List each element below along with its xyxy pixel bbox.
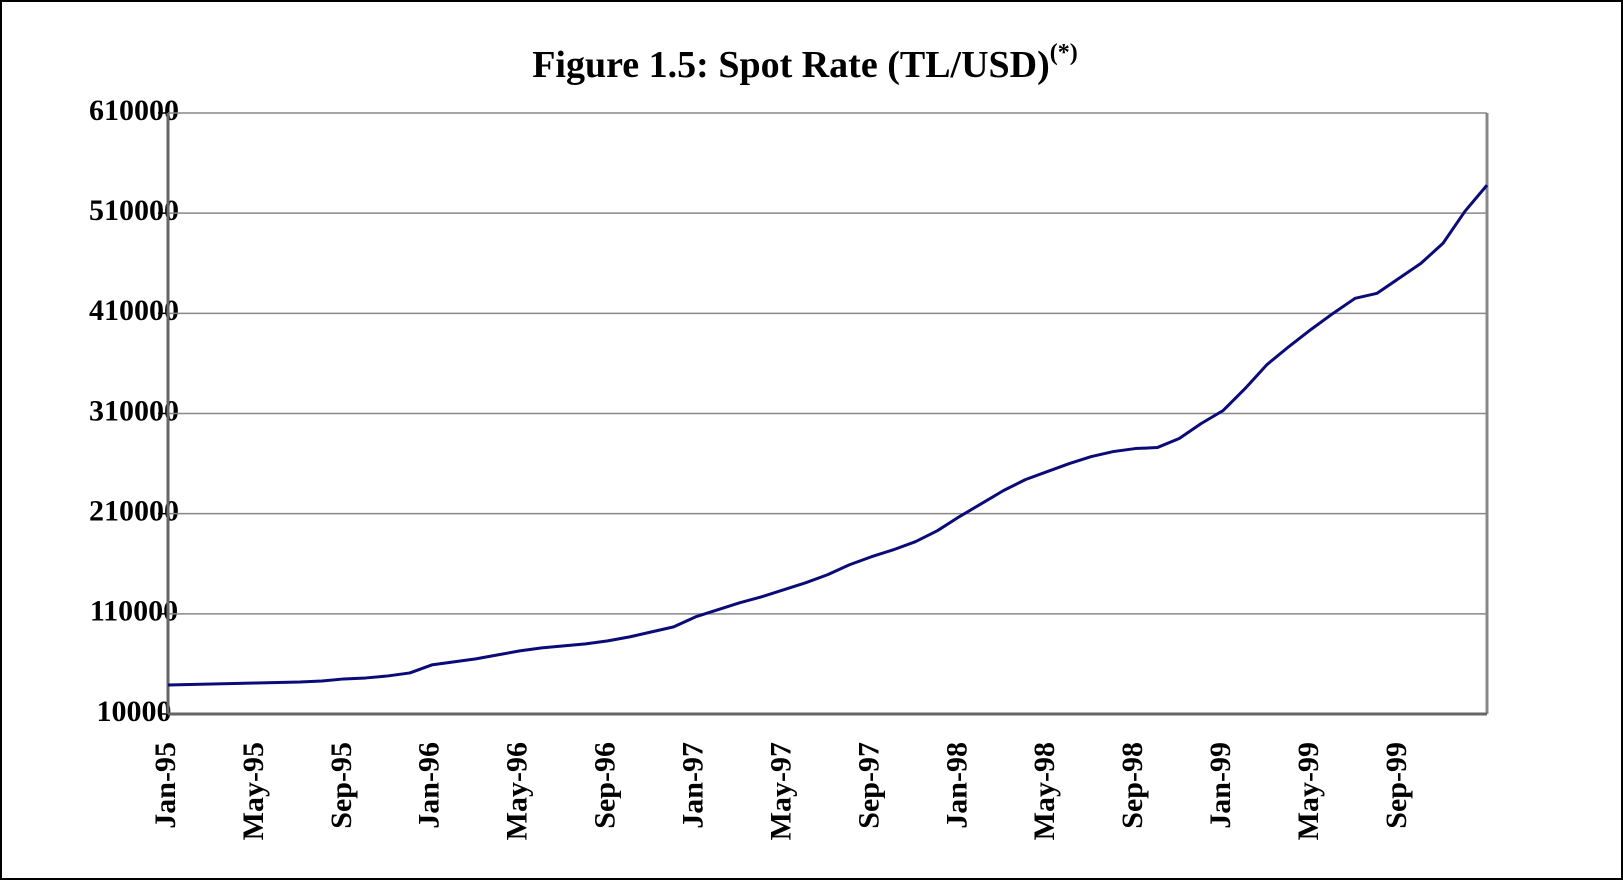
y-tick-label: 610000 bbox=[89, 94, 179, 127]
x-tick-label: May-95 bbox=[237, 742, 270, 840]
x-tick-label: May-99 bbox=[1292, 742, 1325, 840]
x-tick-label: Sep-99 bbox=[1380, 742, 1413, 829]
y-tick-label: 210000 bbox=[89, 495, 179, 528]
data-line bbox=[167, 184, 1489, 687]
y-tick-label: 110000 bbox=[90, 595, 178, 628]
y-tick-label: 10000 bbox=[97, 695, 172, 728]
x-tick-label: May-98 bbox=[1028, 742, 1061, 840]
x-tick-label: May-97 bbox=[764, 742, 797, 840]
chart-title: Figure 1.5: Spot Rate (TL/USD)(*) bbox=[532, 40, 1078, 86]
x-tick-label: Jan-98 bbox=[940, 742, 973, 829]
x-tick-label: Jan-99 bbox=[1204, 742, 1237, 829]
x-tick-label: Sep-98 bbox=[1116, 742, 1149, 829]
x-tick-label: Jan-95 bbox=[149, 742, 182, 829]
x-tick-label: Jan-96 bbox=[413, 742, 446, 829]
x-tick-label: Sep-97 bbox=[852, 742, 885, 829]
y-tick-label: 510000 bbox=[89, 194, 179, 227]
title-text: Figure 1.5: Spot Rate (TL/USD) bbox=[532, 44, 1050, 86]
x-tick-label: Sep-96 bbox=[589, 742, 622, 829]
y-tick-label: 410000 bbox=[89, 294, 179, 327]
x-tick-label: Sep-95 bbox=[325, 742, 358, 829]
title-superscript: (*) bbox=[1050, 40, 1078, 66]
x-tick-label: Jan-97 bbox=[676, 742, 709, 829]
y-tick-label: 310000 bbox=[89, 394, 179, 427]
x-tick-label: May-96 bbox=[501, 742, 534, 840]
